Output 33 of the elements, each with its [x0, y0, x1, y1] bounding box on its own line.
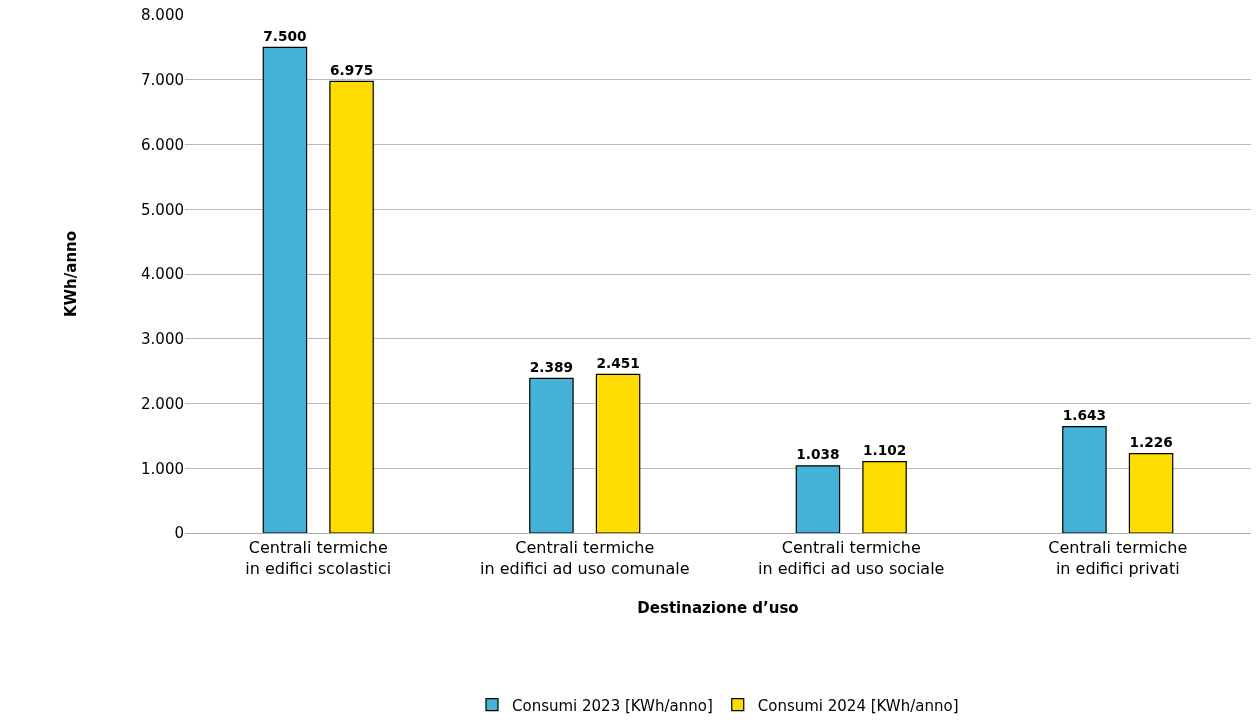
data-label: 6.975	[329, 61, 374, 78]
data-label: 2.389	[529, 358, 574, 375]
y-tick-label: 7.000	[141, 71, 184, 89]
bar	[862, 461, 907, 533]
y-tick-label: 8.000	[141, 6, 184, 25]
x-tick-label: Centrali termiche in edifici ad uso sociale	[758, 538, 945, 578]
bar	[262, 46, 308, 533]
bar	[329, 80, 374, 533]
bar	[595, 373, 641, 533]
bar	[795, 465, 841, 533]
x-tick-label: Centrali termiche in edifici scolastici	[245, 538, 392, 578]
data-label: 1.038	[796, 446, 840, 463]
y-tick-label: 4.000	[141, 265, 184, 284]
bar	[529, 377, 574, 533]
y-tick-label: 3.000	[141, 330, 184, 348]
y-tick-label: 1.000	[141, 459, 184, 478]
y-tick-label: 0	[174, 524, 184, 543]
data-label: 1.643	[1062, 406, 1107, 423]
y-axis-title: KWh/anno	[62, 230, 81, 318]
data-label: 1.102	[862, 442, 907, 458]
x-tick-label: Centrali termiche in edifici ad uso comunale	[480, 538, 690, 578]
bar	[1128, 453, 1174, 533]
legend-label: Consumi 2024 [KWh/anno]	[757, 696, 959, 715]
legend-label: Consumi 2023 [KWh/anno]	[512, 696, 713, 715]
data-label: 1.226	[1129, 433, 1173, 450]
y-tick-label: 2.000	[141, 394, 184, 413]
y-tick-label: 5.000	[141, 200, 184, 219]
data-label: 2.451	[596, 354, 640, 371]
data-label: 7.500	[263, 27, 307, 44]
x-tick-label: Centrali termiche in edifici privati	[1048, 538, 1188, 578]
y-tick-label: 6.000	[141, 135, 184, 154]
bar	[1062, 426, 1107, 533]
x-axis-title: Destinazione d’uso	[637, 599, 799, 617]
